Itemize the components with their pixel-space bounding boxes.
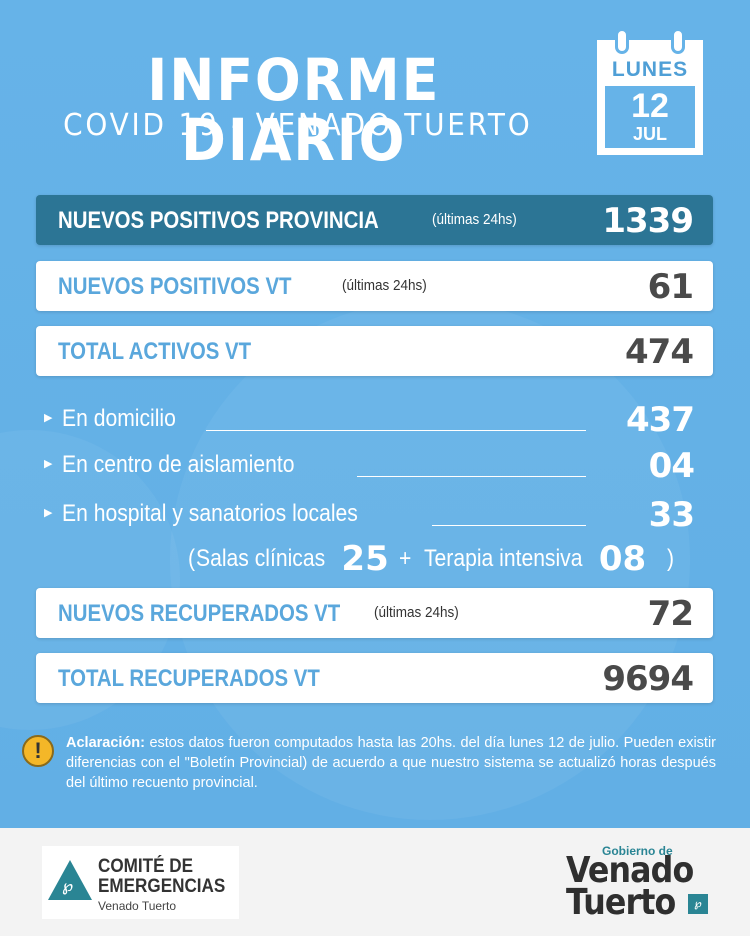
bullet-arrow-icon: ▶ — [44, 458, 53, 470]
calendar-day-number: 12 — [631, 87, 669, 125]
breakdown-value: 04 — [648, 446, 695, 486]
gov-logo-line1: Venado — [566, 850, 694, 891]
stat-label: NUEVOS POSITIVOS PROVINCIA — [58, 207, 379, 234]
stat-value: 72 — [647, 594, 694, 634]
breakdown-label: En domicilio — [62, 405, 176, 432]
bullet-arrow-icon: ▶ — [44, 412, 53, 424]
page-subtitle: COVID 19 - VENADO TUERTO — [63, 108, 533, 143]
salas-label: Salas clínicas — [196, 545, 326, 572]
salas-value: 25 — [341, 539, 389, 579]
stat-value: 61 — [647, 267, 694, 307]
bullet-arrow-icon: ▶ — [44, 507, 53, 519]
terapia-label: Terapia intensiva — [424, 545, 583, 572]
terapia-value: 08 — [598, 539, 647, 579]
calendar-ring — [615, 28, 629, 54]
breakdown-item-hospital: ▶ En hospital y sanatorios locales 33 — [44, 495, 695, 535]
comite-emergencias-logo: ℘ COMITÉ DE EMERGENCIAS Venado Tuerto — [42, 846, 239, 919]
background-watermark — [170, 300, 690, 820]
stat-value: 1339 — [602, 201, 694, 241]
paren-close: ) — [666, 545, 674, 572]
calendar-month: JUL — [632, 124, 667, 144]
disclaimer-bold: Aclaración: — [66, 735, 145, 751]
page-title: INFORME DIARIO — [147, 46, 441, 174]
stat-value: 474 — [625, 332, 694, 372]
breakdown-label: En hospital y sanatorios locales — [62, 500, 358, 527]
footer: ℘ COMITÉ DE EMERGENCIAS Venado Tuerto Go… — [0, 828, 750, 936]
calendar-date-box: 12 JUL — [605, 86, 695, 148]
logo-subtext: Venado Tuerto — [98, 899, 177, 913]
deer-mark-icon: ℘ — [688, 894, 708, 914]
leader-line — [206, 430, 586, 431]
calendar-icon: LUNES 12 JUL — [597, 28, 703, 155]
comite-triangle-icon — [48, 860, 92, 900]
logo-text: COMITÉ DE — [98, 856, 194, 877]
stat-label: TOTAL ACTIVOS VT — [58, 338, 252, 365]
disclaimer-text: Aclaración: estos datos fueron computado… — [66, 733, 716, 793]
stat-row-nuevos-positivos-provincia: NUEVOS POSITIVOS PROVINCIA (últimas 24hs… — [36, 195, 713, 245]
stat-row-total-recuperados-vt: TOTAL RECUPERADOS VT 9694 — [36, 653, 713, 703]
plus-sign: + — [399, 545, 412, 572]
stat-label: TOTAL RECUPERADOS VT — [58, 665, 320, 692]
breakdown-value: 437 — [626, 400, 695, 440]
stat-label: NUEVOS RECUPERADOS VT — [58, 600, 341, 627]
breakdown-value: 33 — [648, 495, 695, 535]
breakdown-item-centro-aislamiento: ▶ En centro de aislamiento 04 — [44, 446, 695, 486]
warning-icon: ! — [22, 735, 54, 767]
gov-logo-small: Gobierno de — [602, 844, 673, 858]
calendar-day-name: LUNES — [611, 58, 689, 81]
breakdown-item-domicilio: ▶ En domicilio 437 — [44, 400, 695, 440]
hospital-breakdown: (Salas clínicas 25 + Terapia intensiva 0… — [188, 539, 675, 579]
logo-text: EMERGENCIAS — [98, 876, 226, 897]
gov-logo-line2: Tuerto — [566, 882, 676, 923]
infographic-body: INFORME DIARIO COVID 19 - VENADO TUERTO … — [0, 0, 750, 828]
breakdown-label: En centro de aislamiento — [62, 451, 295, 478]
stat-note: (últimas 24hs) — [432, 211, 517, 228]
stat-value: 9694 — [602, 659, 694, 699]
deer-mark-icon: ℘ — [62, 878, 74, 895]
stat-row-total-activos-vt: TOTAL ACTIVOS VT 474 — [36, 326, 713, 376]
leader-line — [432, 525, 586, 526]
stat-row-nuevos-positivos-vt: NUEVOS POSITIVOS VT (últimas 24hs) 61 — [36, 261, 713, 311]
stat-note: (últimas 24hs) — [342, 277, 427, 294]
stat-label: NUEVOS POSITIVOS VT — [58, 273, 292, 300]
stat-row-nuevos-recuperados-vt: NUEVOS RECUPERADOS VT (últimas 24hs) 72 — [36, 588, 713, 638]
leader-line — [357, 476, 586, 477]
calendar-ring — [671, 28, 685, 54]
disclaimer-body: estos datos fueron computados hasta las … — [66, 735, 716, 791]
paren-open: ( — [188, 545, 196, 572]
stat-note: (últimas 24hs) — [374, 604, 459, 621]
